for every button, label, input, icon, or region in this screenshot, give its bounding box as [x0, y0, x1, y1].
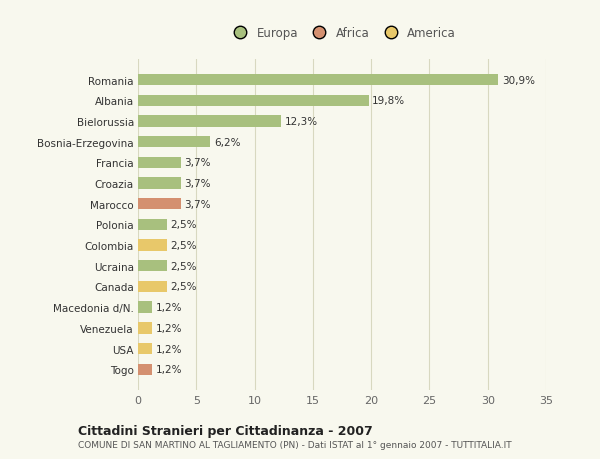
- Bar: [138, 75, 498, 86]
- Text: 6,2%: 6,2%: [214, 137, 240, 147]
- Text: 1,2%: 1,2%: [155, 344, 182, 354]
- Bar: [138, 199, 181, 210]
- Text: 1,2%: 1,2%: [155, 302, 182, 313]
- Bar: [138, 116, 281, 127]
- Bar: [138, 323, 152, 334]
- Bar: [138, 364, 152, 375]
- Text: COMUNE DI SAN MARTINO AL TAGLIAMENTO (PN) - Dati ISTAT al 1° gennaio 2007 - TUTT: COMUNE DI SAN MARTINO AL TAGLIAMENTO (PN…: [78, 441, 512, 449]
- Text: 2,5%: 2,5%: [170, 241, 197, 251]
- Text: 30,9%: 30,9%: [502, 75, 535, 85]
- Text: 19,8%: 19,8%: [373, 96, 406, 106]
- Bar: [138, 302, 152, 313]
- Bar: [138, 240, 167, 251]
- Bar: [138, 281, 167, 292]
- Bar: [138, 178, 181, 189]
- Legend: Europa, Africa, America: Europa, Africa, America: [223, 22, 461, 45]
- Bar: [138, 157, 181, 168]
- Text: Cittadini Stranieri per Cittadinanza - 2007: Cittadini Stranieri per Cittadinanza - 2…: [78, 424, 373, 437]
- Bar: [138, 261, 167, 272]
- Bar: [138, 343, 152, 354]
- Text: 1,2%: 1,2%: [155, 364, 182, 375]
- Text: 3,7%: 3,7%: [185, 199, 211, 209]
- Text: 1,2%: 1,2%: [155, 323, 182, 333]
- Text: 3,7%: 3,7%: [185, 179, 211, 189]
- Bar: [138, 95, 369, 106]
- Text: 2,5%: 2,5%: [170, 261, 197, 271]
- Text: 3,7%: 3,7%: [185, 158, 211, 168]
- Text: 2,5%: 2,5%: [170, 282, 197, 292]
- Bar: [138, 219, 167, 230]
- Text: 12,3%: 12,3%: [285, 117, 318, 127]
- Bar: [138, 137, 210, 148]
- Text: 2,5%: 2,5%: [170, 220, 197, 230]
